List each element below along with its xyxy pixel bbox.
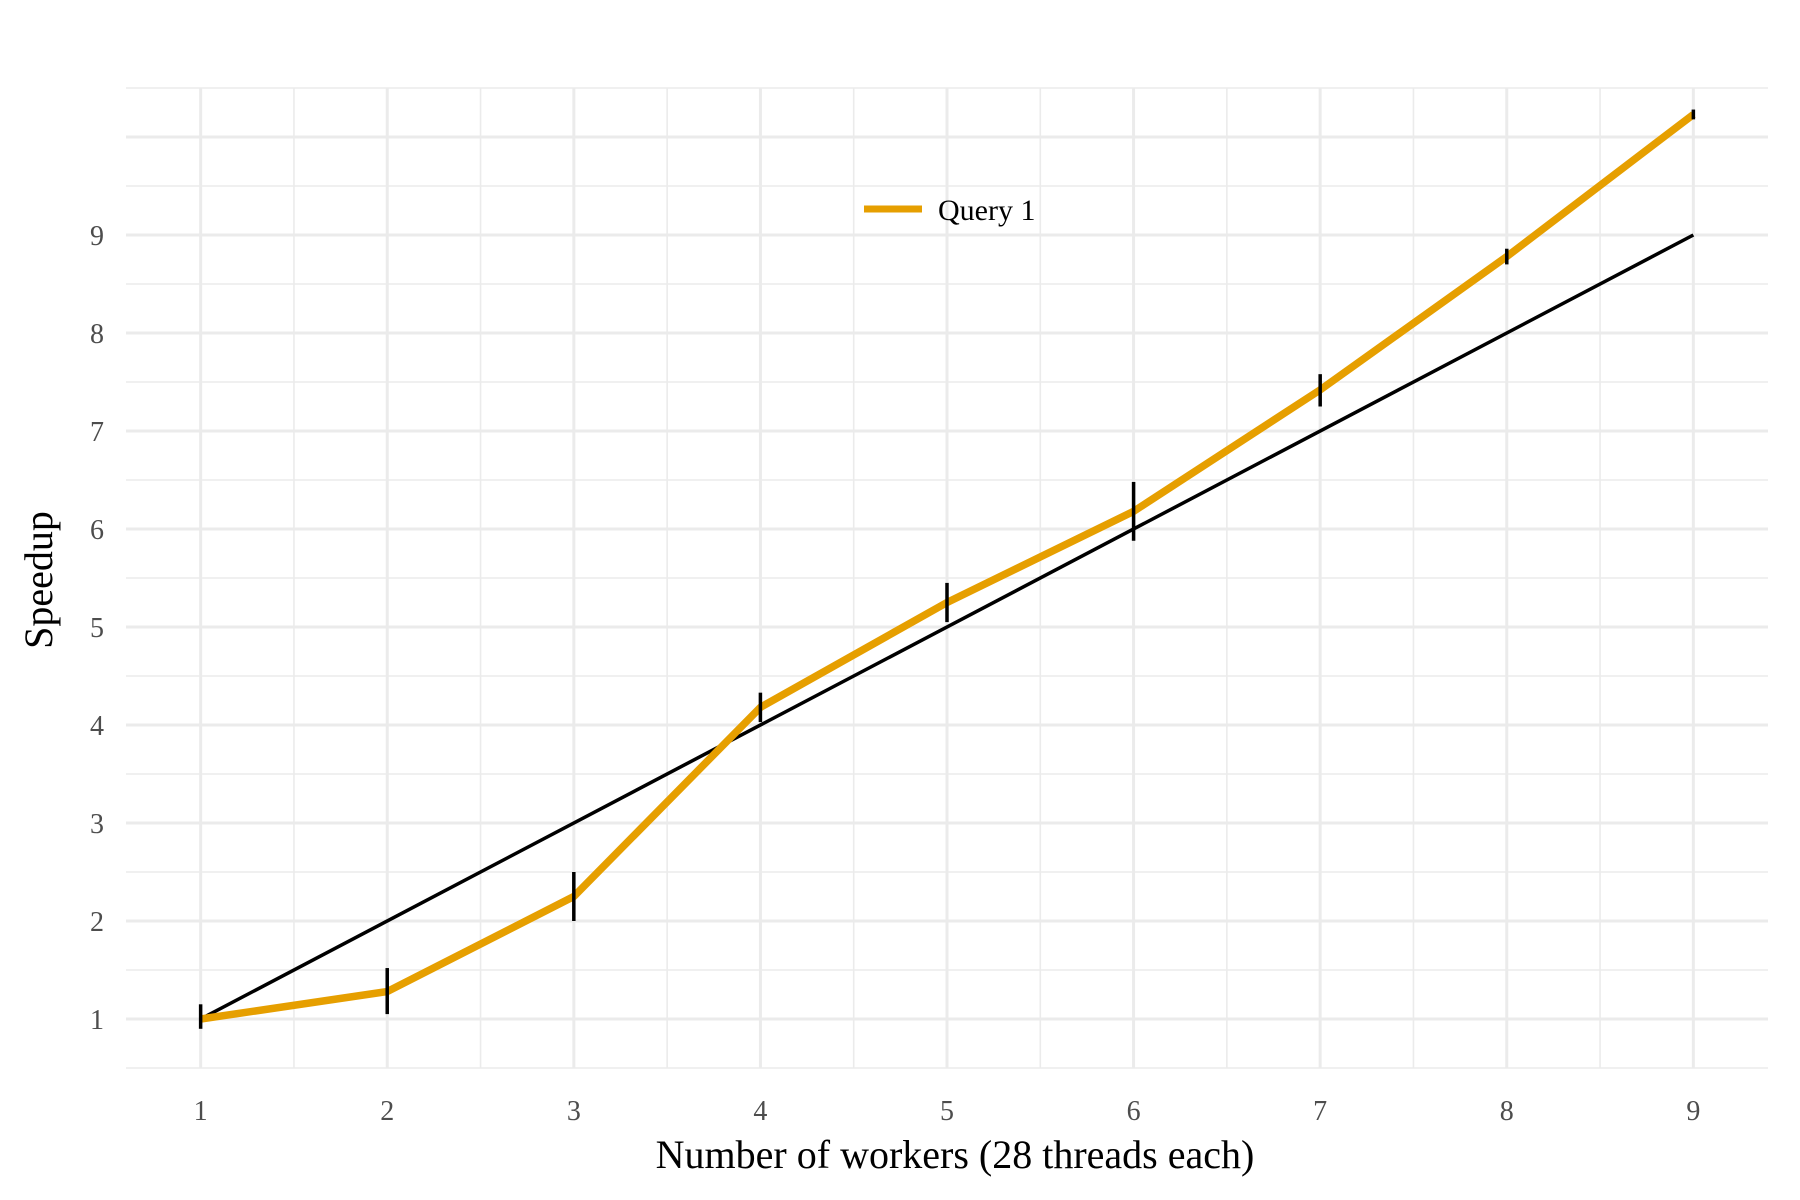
- y-tick-label: 5: [90, 613, 104, 644]
- x-tick-label: 9: [1686, 1096, 1700, 1127]
- x-tick-labels: 1 2 3 4 5 6 7 8 9: [194, 1096, 1701, 1127]
- x-tick-label: 4: [753, 1096, 767, 1127]
- y-tick-label: 3: [90, 809, 104, 840]
- series-layer: [198, 109, 1696, 1029]
- x-tick-label: 7: [1313, 1096, 1327, 1127]
- x-axis-title: Number of workers (28 threads each): [656, 1132, 1255, 1177]
- y-tick-label: 4: [90, 711, 104, 742]
- y-axis-title: Speedup: [16, 511, 61, 649]
- y-tick-labels: 1 2 3 4 5 6 7 8 9: [90, 221, 104, 1036]
- y-tick-label: 6: [90, 515, 104, 546]
- legend: Query 1: [864, 194, 1035, 227]
- y-tick-label: 7: [90, 417, 104, 448]
- y-tick-label: 9: [90, 221, 104, 252]
- x-tick-label: 1: [194, 1096, 208, 1127]
- x-tick-label: 3: [567, 1096, 581, 1127]
- x-tick-label: 5: [940, 1096, 954, 1127]
- grid-lines: [126, 87, 1768, 1069]
- x-tick-label: 8: [1500, 1096, 1514, 1127]
- x-tick-label: 2: [380, 1096, 394, 1127]
- y-tick-label: 8: [90, 319, 104, 350]
- ideal-speedup-line: [199, 233, 1695, 1021]
- x-tick-label: 6: [1127, 1096, 1141, 1127]
- y-tick-label: 1: [90, 1005, 104, 1036]
- legend-label-query-1: Query 1: [938, 194, 1035, 227]
- y-tick-label: 2: [90, 907, 104, 938]
